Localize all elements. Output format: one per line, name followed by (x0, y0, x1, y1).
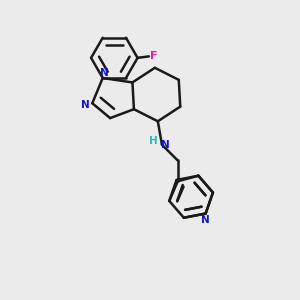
Text: F: F (151, 51, 158, 62)
Text: H: H (149, 136, 158, 146)
Text: N: N (100, 68, 109, 78)
Text: N: N (161, 140, 170, 150)
Text: N: N (81, 100, 90, 110)
Text: N: N (201, 215, 210, 225)
